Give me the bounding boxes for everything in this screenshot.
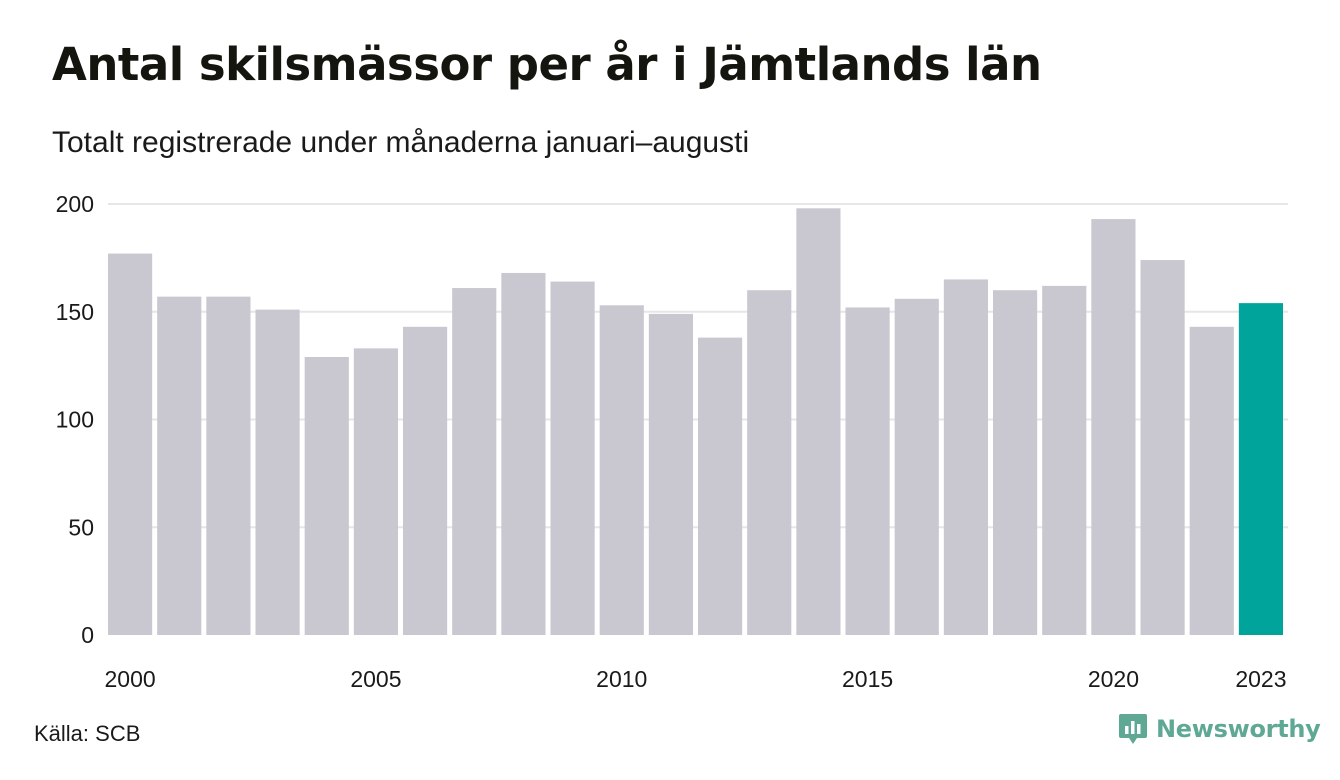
brand-name: Newsworthy xyxy=(1156,715,1321,743)
bar xyxy=(353,348,398,635)
bar xyxy=(1091,219,1136,635)
x-tick-label: 2010 xyxy=(596,666,647,692)
bar xyxy=(1140,260,1185,635)
y-tick-label: 200 xyxy=(56,191,94,217)
bar xyxy=(403,326,448,635)
bar xyxy=(501,272,546,635)
x-tick-label: 2000 xyxy=(104,666,155,692)
bar xyxy=(993,290,1038,635)
bar xyxy=(452,288,497,635)
y-tick-label: 50 xyxy=(68,514,94,540)
bar xyxy=(1238,303,1283,635)
bar xyxy=(108,253,153,635)
y-tick-label: 0 xyxy=(81,622,94,648)
bar xyxy=(648,313,693,635)
x-tick-label: 2015 xyxy=(842,666,893,692)
bar xyxy=(304,357,349,635)
y-tick-label: 150 xyxy=(56,299,94,325)
bar-chart: 0 50 100 150 200 2000 2005 2010 2015 2020 2023 xyxy=(56,191,1288,692)
bar xyxy=(550,281,595,635)
x-tick-label: 2023 xyxy=(1235,666,1286,692)
newsworthy-logo-icon xyxy=(1119,714,1147,744)
bar xyxy=(796,208,841,635)
source-note: Källa: SCB xyxy=(34,721,141,746)
bar xyxy=(255,309,300,635)
bar xyxy=(894,298,939,635)
brand-logo: Newsworthy xyxy=(1118,712,1321,746)
chart-subtitle: Totalt registrerade under månaderna janu… xyxy=(52,126,750,159)
bar xyxy=(698,337,743,635)
x-tick-label: 2005 xyxy=(350,666,401,692)
x-tick-label: 2020 xyxy=(1088,666,1139,692)
bar xyxy=(1042,285,1087,635)
bar xyxy=(747,290,792,635)
bar xyxy=(206,296,251,635)
bar xyxy=(157,296,202,635)
bar xyxy=(1189,326,1234,635)
bar xyxy=(599,305,644,635)
bar xyxy=(845,307,890,635)
chart-title: Antal skilsmässor per år i Jämtlands län xyxy=(52,38,1042,91)
bar xyxy=(943,279,988,635)
y-tick-label: 100 xyxy=(56,407,94,433)
